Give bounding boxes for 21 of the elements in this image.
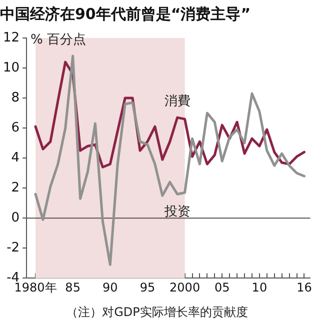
y-tick-label: 10 [2, 60, 20, 76]
x-tick-label: 16 [296, 280, 312, 295]
y-tick-label: 4 [11, 150, 20, 166]
series-label: 投资 [163, 204, 190, 220]
x-tick-label: 1980年 [14, 280, 57, 295]
x-tick-label: 90 [102, 280, 118, 295]
y-tick-label: 0 [11, 210, 20, 226]
chart-title: 中国经济在90年代前曾是“消费主导” [0, 4, 251, 23]
y-axis-title: % 百分点 [30, 32, 86, 48]
y-tick-label: 12 [2, 30, 20, 46]
x-tick-label: 2000 [170, 280, 200, 295]
text: （注）对GDP实际增长率的贡献度 [66, 304, 248, 319]
y-tick-label: 8 [11, 90, 20, 106]
y-tick-label: -2 [6, 240, 20, 256]
y-tick-label: 6 [11, 120, 20, 136]
x-tick-label: 95 [140, 280, 156, 295]
x-tick-label: 05 [214, 280, 230, 295]
x-tick-label: 10 [252, 280, 268, 295]
x-tick-label: 85 [65, 280, 80, 295]
y-tick-label: 2 [11, 180, 20, 196]
series-label: 消費 [164, 94, 190, 109]
